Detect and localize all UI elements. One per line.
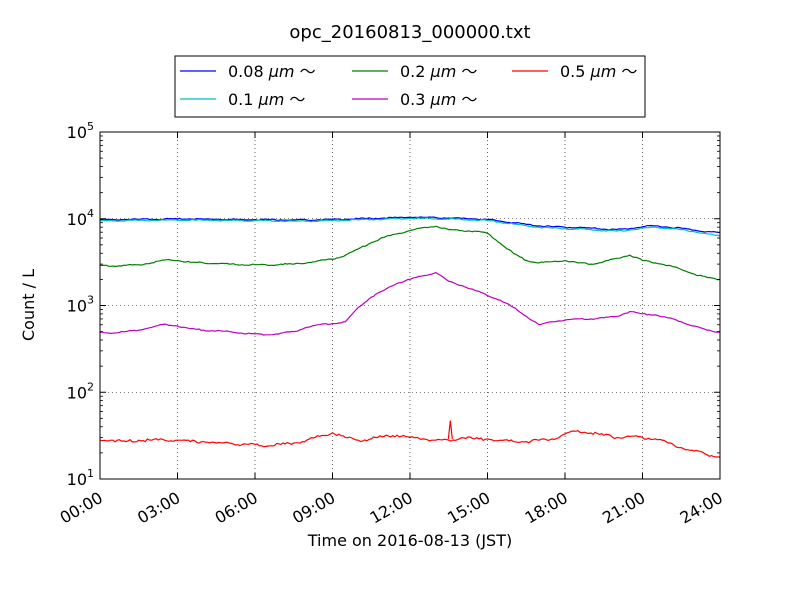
legend-label: 0.3 μm ～ xyxy=(400,90,477,109)
series-spike xyxy=(447,420,453,439)
series-line-3 xyxy=(99,225,721,281)
y-tick-label: 105 xyxy=(67,120,94,142)
legend-label: 0.2 μm ～ xyxy=(400,62,477,81)
legend-item: 0.3 μm ～ xyxy=(352,90,477,109)
axis-ticks xyxy=(99,131,721,480)
y-tick-label: 101 xyxy=(67,467,94,489)
legend-item: 0.5 μm ～ xyxy=(512,62,637,81)
legend-item: 0.2 μm ～ xyxy=(352,62,477,81)
legend-label: 0.08 μm ～ xyxy=(228,62,316,81)
x-tick-label: 18:00 xyxy=(522,488,571,528)
x-tick-label: 06:00 xyxy=(212,488,261,528)
legend-label: 0.5 μm ～ xyxy=(560,62,637,81)
x-axis-label: Time on 2016-08-13 (JST) xyxy=(307,531,512,550)
series-line-5 xyxy=(99,430,721,458)
series-line-2 xyxy=(99,217,721,237)
legend-item: 0.08 μm ～ xyxy=(180,62,316,81)
x-tick-label: 15:00 xyxy=(444,488,493,528)
y-axis-label: Count / L xyxy=(19,269,38,341)
legend-box xyxy=(174,55,646,118)
y-tick-label: 102 xyxy=(67,380,94,402)
series-line-1 xyxy=(99,216,721,234)
legend: 0.08 μm ～ 0.1 μm ～ 0.2 μm ～ 0.3 μm ～ 0.5 μm … xyxy=(174,55,646,118)
x-tick-label: 09:00 xyxy=(289,488,338,528)
y-tick-label: 103 xyxy=(67,294,94,316)
y-tick-labels: 101 102 103 104 105 xyxy=(67,120,94,489)
x-tick-label: 12:00 xyxy=(367,488,416,528)
x-tick-label: 03:00 xyxy=(134,488,183,528)
series-lines xyxy=(99,216,721,458)
plot-area xyxy=(99,131,721,480)
y-tick-label: 104 xyxy=(67,207,94,229)
x-tick-labels: 00:00 03:00 06:00 09:00 12:00 15:00 18:00 21:00… xyxy=(57,488,726,528)
x-tick-label: 24:00 xyxy=(677,488,726,528)
x-tick-label: 00:00 xyxy=(57,488,106,528)
legend-item: 0.1 μm ～ xyxy=(180,90,305,109)
chart-title: opc_20160813_000000.txt xyxy=(289,22,530,43)
x-tick-label: 21:00 xyxy=(599,488,648,528)
series-line-4 xyxy=(99,271,721,336)
legend-label: 0.1 μm ～ xyxy=(228,90,305,109)
